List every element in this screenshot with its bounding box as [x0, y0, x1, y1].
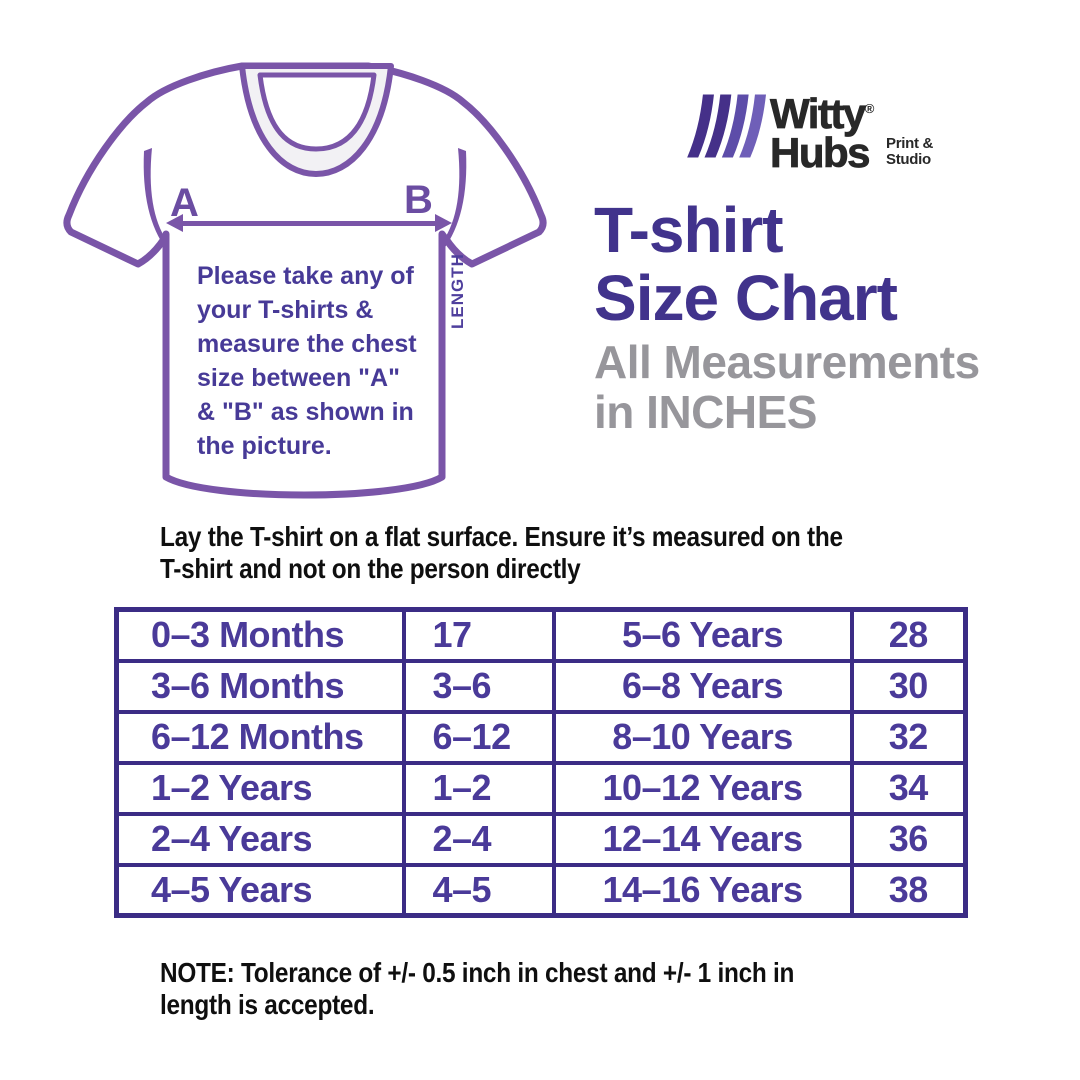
chest-cell: 1–2	[401, 760, 556, 816]
tshirt-illustration	[63, 62, 547, 499]
chest-cell: 2–4	[401, 811, 556, 867]
chest-point-b-label: B	[404, 178, 433, 222]
table-row: 0–3 Months 17 5–6 Years 28	[114, 607, 968, 663]
armpit-shade-right	[443, 148, 467, 250]
tshirt-outline	[63, 62, 547, 499]
age-cell: 10–12 Years	[551, 760, 854, 816]
age-cell: 3–6 Months	[114, 658, 406, 714]
table-row: 4–5 Years 4–5 14–16 Years 38	[114, 862, 968, 918]
brand-wordmark: Witty® Hubs	[770, 89, 875, 174]
table-row: 2–4 Years 2–4 12–14 Years 36	[114, 811, 968, 867]
age-cell: 1–2 Years	[114, 760, 406, 816]
table-row: 6–12 Months 6–12 8–10 Years 32	[114, 709, 968, 765]
shirt-measure-instructions: Please take any of your T-shirts & measu…	[197, 262, 417, 460]
tolerance-note: NOTE: Tolerance of +/- 0.5 inch in chest…	[160, 957, 795, 1020]
length-label: LENGTH	[448, 253, 467, 329]
age-cell: 4–5 Years	[114, 862, 406, 918]
chest-cell: 36	[849, 811, 968, 867]
age-cell: 6–8 Years	[551, 658, 854, 714]
chest-cell: 6–12	[401, 709, 556, 765]
chest-cell: 3–6	[401, 658, 556, 714]
chest-cell: 38	[849, 862, 968, 918]
chest-measure-arrow	[166, 214, 452, 232]
chest-cell: 17	[401, 607, 556, 663]
chest-cell: 34	[849, 760, 968, 816]
chest-cell: 4–5	[401, 862, 556, 918]
page-title: T-shirt Size Chart	[594, 194, 898, 334]
age-cell: 12–14 Years	[551, 811, 854, 867]
wittyhubs-logo-icon	[687, 94, 766, 158]
collar-inner	[257, 72, 377, 152]
chest-cell: 28	[849, 607, 968, 663]
chest-cell: 32	[849, 709, 968, 765]
age-cell: 14–16 Years	[551, 862, 854, 918]
age-cell: 0–3 Months	[114, 607, 406, 663]
chest-cell: 30	[849, 658, 968, 714]
age-cell: 8–10 Years	[551, 709, 854, 765]
brand-name-line2: Hubs	[770, 129, 871, 176]
brand-name-line1: Witty	[770, 90, 867, 137]
table-row: 3–6 Months 3–6 6–8 Years 30	[114, 658, 968, 714]
page-subtitle: All Measurements in INCHES	[594, 336, 980, 438]
registered-trademark-icon: ®	[864, 101, 875, 116]
age-cell: 5–6 Years	[551, 607, 854, 663]
armpit-shade-left	[143, 148, 167, 250]
age-cell: 6–12 Months	[114, 709, 406, 765]
size-table: 0–3 Months 17 5–6 Years 28 3–6 Months 3–…	[114, 607, 968, 918]
age-cell: 2–4 Years	[114, 811, 406, 867]
table-row: 1–2 Years 1–2 10–12 Years 34	[114, 760, 968, 816]
brand-tagline: Print & Studio	[886, 135, 934, 168]
measurement-instruction: Lay the T-shirt on a flat surface. Ensur…	[160, 521, 843, 584]
